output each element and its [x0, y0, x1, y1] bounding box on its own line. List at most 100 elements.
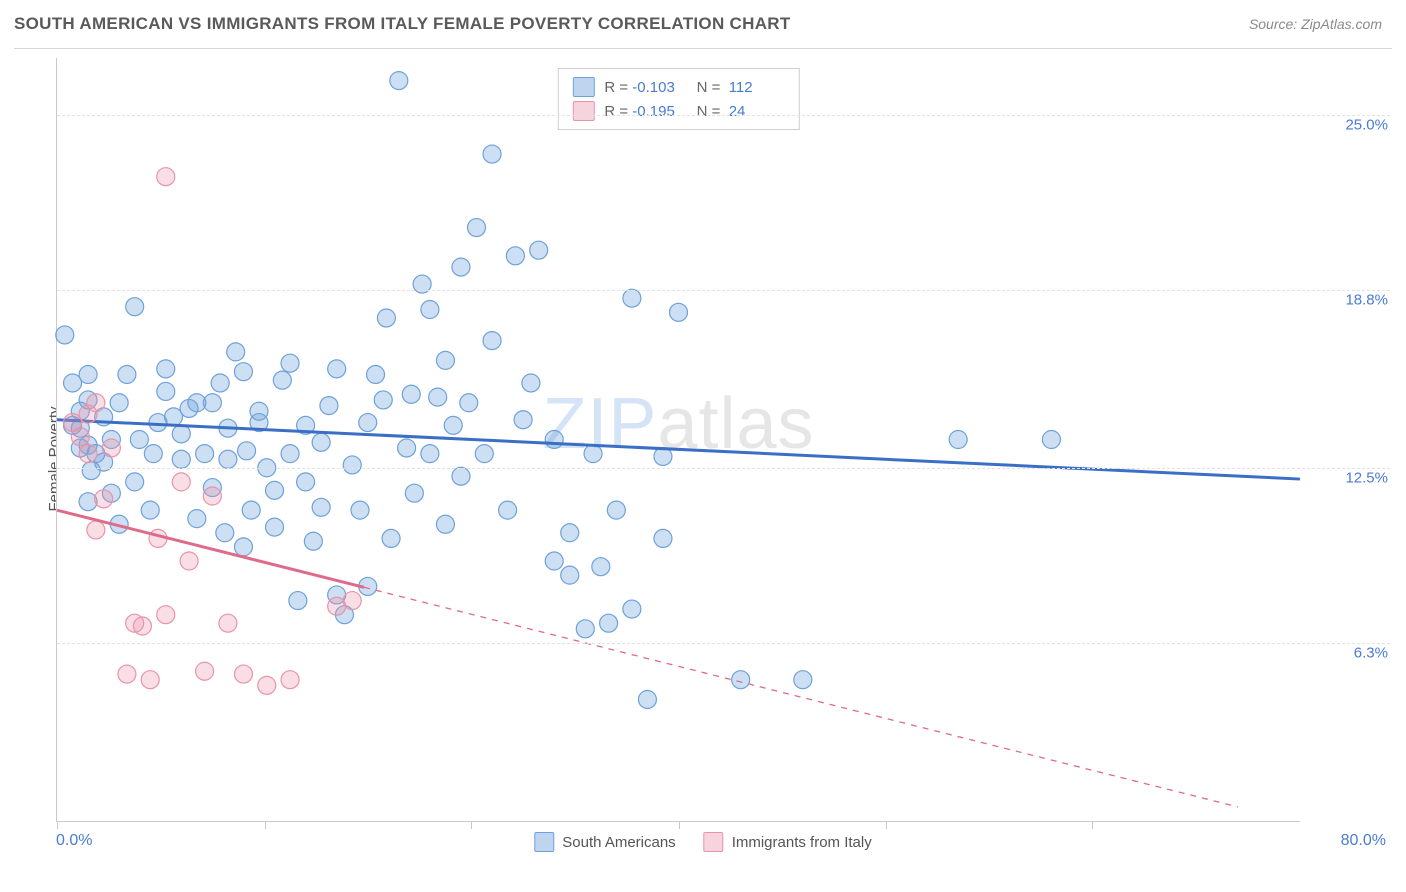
- scatter-point: [144, 445, 162, 463]
- divider: [14, 48, 1392, 49]
- scatter-point: [421, 301, 439, 319]
- scatter-point: [328, 360, 346, 378]
- stats-row: R = -0.195 N = 24: [572, 99, 784, 123]
- scatter-point: [238, 442, 256, 460]
- scatter-point: [203, 394, 221, 412]
- scatter-point: [452, 467, 470, 485]
- scatter-point: [398, 439, 416, 457]
- scatter-point: [273, 371, 291, 389]
- scatter-point: [188, 510, 206, 528]
- scatter-point: [949, 431, 967, 449]
- scatter-point: [405, 484, 423, 502]
- scatter-point: [623, 600, 641, 618]
- scatter-point: [312, 498, 330, 516]
- scatter-point: [377, 309, 395, 327]
- chart-svg: [57, 58, 1300, 821]
- scatter-point: [452, 258, 470, 276]
- scatter-point: [157, 606, 175, 624]
- trend-line-dashed: [364, 587, 1238, 807]
- scatter-point: [281, 445, 299, 463]
- scatter-point: [157, 382, 175, 400]
- scatter-point: [320, 397, 338, 415]
- legend-swatch: [704, 832, 724, 852]
- scatter-point: [545, 552, 563, 570]
- x-tick: [57, 821, 58, 829]
- y-tick-label: 12.5%: [1345, 469, 1388, 486]
- scatter-point: [367, 366, 385, 384]
- scatter-point: [216, 524, 234, 542]
- scatter-point: [545, 431, 563, 449]
- legend-label: South Americans: [562, 834, 675, 851]
- scatter-point: [87, 394, 105, 412]
- scatter-point: [499, 501, 517, 519]
- scatter-point: [242, 501, 260, 519]
- scatter-point: [203, 487, 221, 505]
- scatter-point: [95, 490, 113, 508]
- legend-label: Immigrants from Italy: [732, 834, 872, 851]
- scatter-point: [180, 552, 198, 570]
- scatter-point: [670, 303, 688, 321]
- y-tick-label: 25.0%: [1345, 116, 1388, 133]
- scatter-point: [561, 566, 579, 584]
- x-tick: [1092, 821, 1093, 829]
- scatter-point: [196, 445, 214, 463]
- scatter-point: [561, 524, 579, 542]
- legend-bottom: South Americans Immigrants from Italy: [534, 832, 871, 852]
- scatter-point: [483, 145, 501, 163]
- scatter-point: [514, 411, 532, 429]
- chart-source: Source: ZipAtlas.com: [1249, 16, 1382, 32]
- scatter-point: [304, 532, 322, 550]
- scatter-point: [289, 592, 307, 610]
- scatter-point: [468, 219, 486, 237]
- scatter-point: [130, 431, 148, 449]
- scatter-point: [172, 450, 190, 468]
- scatter-point: [638, 690, 656, 708]
- scatter-point: [584, 445, 602, 463]
- legend-swatch: [534, 832, 554, 852]
- scatter-point: [530, 241, 548, 259]
- y-tick-label: 6.3%: [1354, 644, 1388, 661]
- scatter-point: [351, 501, 369, 519]
- x-tick: [471, 821, 472, 829]
- scatter-point: [732, 671, 750, 689]
- scatter-point: [460, 394, 478, 412]
- scatter-point: [402, 385, 420, 403]
- scatter-point: [266, 518, 284, 536]
- x-tick: [265, 821, 266, 829]
- scatter-point: [266, 481, 284, 499]
- scatter-point: [118, 665, 136, 683]
- scatter-point: [211, 374, 229, 392]
- scatter-point: [118, 366, 136, 384]
- scatter-point: [71, 428, 89, 446]
- x-axis-min-label: 0.0%: [56, 832, 92, 850]
- scatter-point: [281, 354, 299, 372]
- scatter-point: [592, 558, 610, 576]
- scatter-point: [234, 363, 252, 381]
- scatter-point: [219, 614, 237, 632]
- chart-title: SOUTH AMERICAN VS IMMIGRANTS FROM ITALY …: [14, 14, 791, 34]
- scatter-point: [133, 617, 151, 635]
- scatter-point: [600, 614, 618, 632]
- stats-text: R = -0.195 N = 24: [604, 103, 784, 120]
- scatter-point: [654, 529, 672, 547]
- scatter-point: [522, 374, 540, 392]
- stats-swatch: [572, 101, 594, 121]
- scatter-point: [172, 473, 190, 491]
- scatter-point: [421, 445, 439, 463]
- scatter-point: [312, 433, 330, 451]
- scatter-point: [126, 473, 144, 491]
- legend-item: South Americans: [534, 832, 675, 852]
- scatter-point: [79, 445, 97, 463]
- scatter-point: [102, 439, 120, 457]
- scatter-point: [607, 501, 625, 519]
- scatter-point: [794, 671, 812, 689]
- scatter-point: [281, 671, 299, 689]
- scatter-point: [359, 414, 377, 432]
- gridline: [57, 468, 1390, 469]
- scatter-point: [250, 402, 268, 420]
- scatter-point: [234, 538, 252, 556]
- scatter-point: [79, 493, 97, 511]
- scatter-point: [87, 521, 105, 539]
- scatter-point: [390, 72, 408, 90]
- scatter-point: [382, 529, 400, 547]
